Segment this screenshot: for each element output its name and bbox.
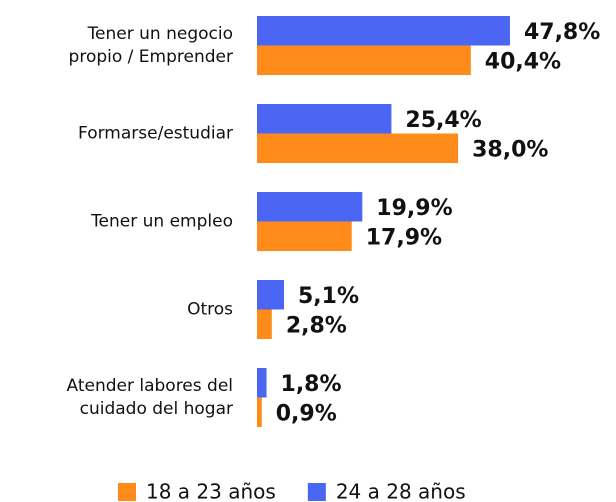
legend-label: 24 a 28 años [336,480,466,502]
bar [257,16,510,46]
value-label: 1,8% [281,372,342,397]
bar [257,133,459,163]
value-label: 17,9% [366,225,442,250]
bar [257,104,392,134]
value-label: 0,9% [276,401,337,426]
category-label: Tener un negocio [87,24,233,44]
category-label: Otros [187,300,233,320]
value-label: 40,4% [485,49,561,74]
bar [257,221,352,251]
category-label: Formarse/estudiar [78,124,233,144]
bar [257,192,363,222]
category-label: Tener un empleo [90,212,233,232]
category-label: propio / Emprender [69,47,233,67]
legend-swatch [307,483,326,501]
value-label: 2,8% [286,313,347,338]
bar [257,309,272,339]
bar [257,45,471,75]
bar [257,280,284,310]
category-label: Atender labores del [66,376,233,396]
value-label: 5,1% [298,284,359,309]
legend-swatch [118,483,136,501]
category-label: cuidado del hogar [80,399,233,419]
value-label: 47,8% [524,20,600,45]
value-label: 19,9% [376,196,452,221]
bar [257,397,262,427]
value-label: 25,4% [405,108,481,133]
bar [257,368,267,398]
legend-label: 18 a 23 años [146,480,276,502]
value-label: 38,0% [472,137,548,162]
